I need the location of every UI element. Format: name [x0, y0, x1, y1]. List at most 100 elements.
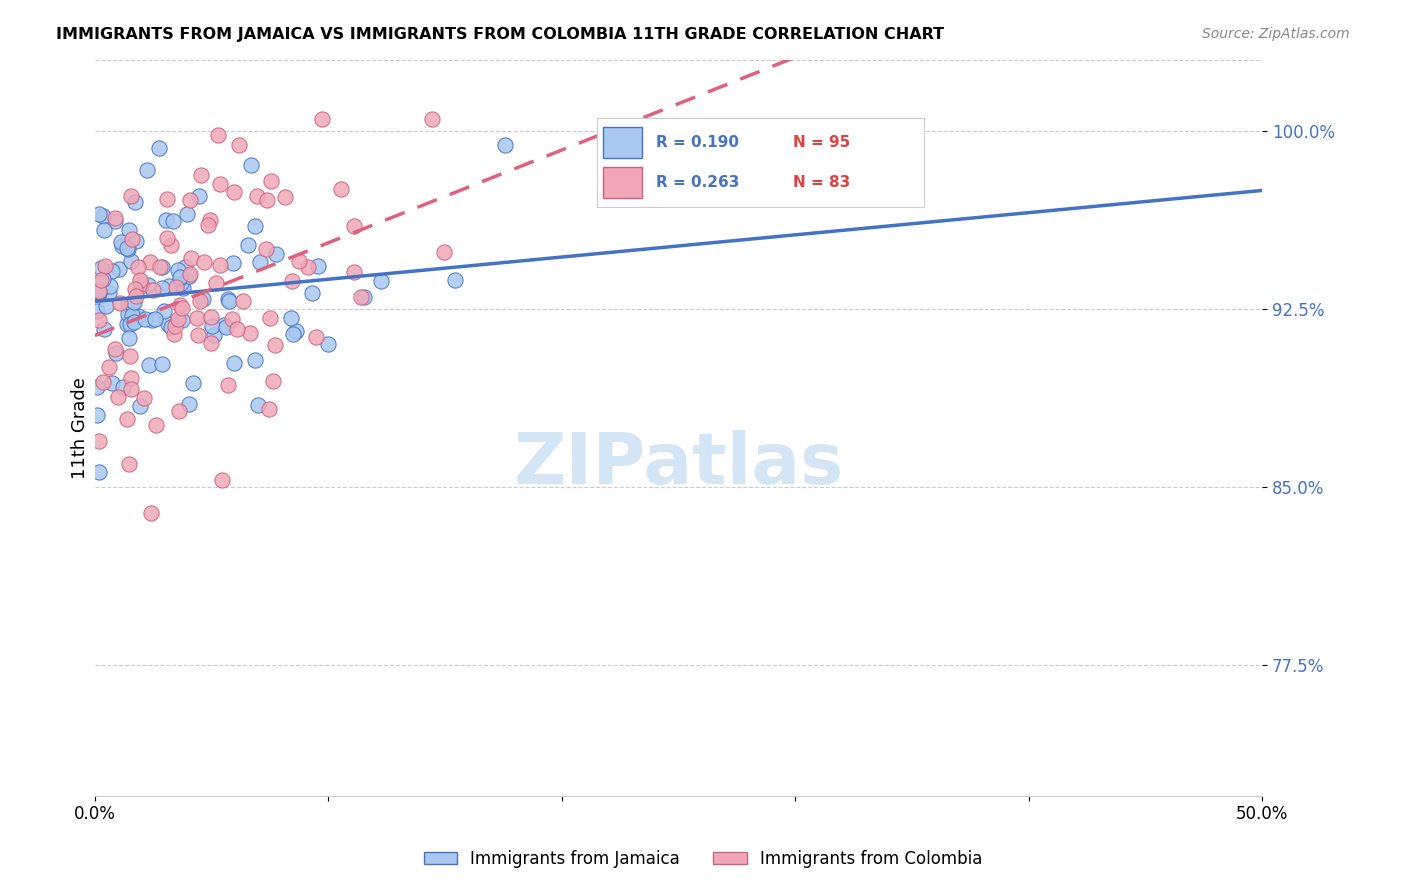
- Point: [188, 293, 211, 308]
- Point: [111, 239, 134, 253]
- Point: [160, 320, 183, 334]
- Point: [316, 336, 339, 351]
- Point: [120, 189, 142, 203]
- Point: [120, 371, 142, 385]
- Point: [94, 259, 117, 273]
- Point: [101, 264, 124, 278]
- Point: [152, 304, 174, 318]
- Point: [115, 317, 138, 331]
- Point: [263, 338, 285, 352]
- Point: [169, 298, 191, 312]
- Point: [256, 242, 278, 256]
- Point: [311, 112, 333, 126]
- Point: [142, 283, 165, 297]
- Point: [155, 213, 177, 227]
- Point: [145, 418, 167, 433]
- Point: [243, 219, 266, 234]
- Point: [212, 318, 235, 332]
- Point: [245, 352, 267, 367]
- Point: [207, 128, 229, 143]
- Point: [156, 192, 179, 206]
- Point: [172, 301, 194, 315]
- Point: [170, 313, 193, 327]
- Point: [163, 326, 186, 341]
- Point: [115, 411, 138, 425]
- Point: [117, 297, 139, 311]
- Point: [107, 261, 129, 276]
- Point: [257, 402, 280, 417]
- Point: [136, 163, 159, 178]
- Point: [87, 465, 110, 479]
- Point: [188, 189, 211, 203]
- Point: [131, 279, 153, 293]
- Point: [211, 473, 233, 487]
- Point: [150, 281, 173, 295]
- Point: [433, 244, 456, 259]
- Point: [104, 342, 127, 356]
- Point: [297, 260, 319, 275]
- Point: [127, 309, 149, 323]
- Point: [179, 194, 201, 208]
- Point: [124, 194, 146, 209]
- Point: [200, 336, 222, 351]
- Point: [215, 319, 238, 334]
- Point: [117, 331, 139, 345]
- Point: [98, 279, 121, 293]
- Point: [201, 318, 224, 333]
- Point: [121, 296, 143, 310]
- Point: [125, 289, 148, 303]
- Point: [121, 308, 143, 322]
- Point: [86, 408, 108, 422]
- Point: [422, 112, 444, 126]
- Point: [280, 310, 302, 325]
- Point: [86, 304, 108, 318]
- Text: ZIPatlas: ZIPatlas: [513, 430, 844, 499]
- Point: [259, 310, 281, 325]
- Point: [443, 273, 465, 287]
- Point: [91, 376, 114, 390]
- Point: [120, 382, 142, 396]
- Point: [222, 356, 245, 370]
- Point: [208, 178, 231, 192]
- Point: [134, 311, 156, 326]
- Point: [93, 209, 115, 223]
- Point: [494, 138, 516, 153]
- Point: [190, 168, 212, 182]
- Point: [139, 254, 162, 268]
- Point: [217, 293, 239, 307]
- Point: [150, 357, 173, 371]
- Point: [115, 242, 138, 256]
- Point: [262, 374, 284, 388]
- Point: [127, 260, 149, 274]
- Point: [131, 277, 153, 291]
- Point: [93, 223, 115, 237]
- Point: [118, 457, 141, 471]
- Point: [169, 270, 191, 285]
- Point: [148, 141, 170, 155]
- Point: [176, 207, 198, 221]
- Point: [89, 286, 111, 301]
- Point: [165, 280, 187, 294]
- Point: [205, 276, 228, 290]
- Point: [221, 255, 243, 269]
- Point: [122, 294, 145, 309]
- Legend: Immigrants from Jamaica, Immigrants from Colombia: Immigrants from Jamaica, Immigrants from…: [418, 844, 988, 875]
- Point: [125, 234, 148, 248]
- Point: [155, 231, 177, 245]
- Point: [90, 261, 112, 276]
- Point: [167, 262, 190, 277]
- Point: [120, 317, 142, 331]
- Point: [240, 158, 263, 172]
- Point: [167, 312, 190, 326]
- Point: [301, 285, 323, 300]
- Point: [104, 346, 127, 360]
- Point: [139, 506, 162, 520]
- Point: [150, 260, 173, 275]
- Point: [124, 282, 146, 296]
- Point: [179, 268, 201, 283]
- Point: [90, 272, 112, 286]
- Point: [118, 349, 141, 363]
- Point: [110, 235, 132, 249]
- Point: [121, 231, 143, 245]
- Point: [209, 258, 232, 272]
